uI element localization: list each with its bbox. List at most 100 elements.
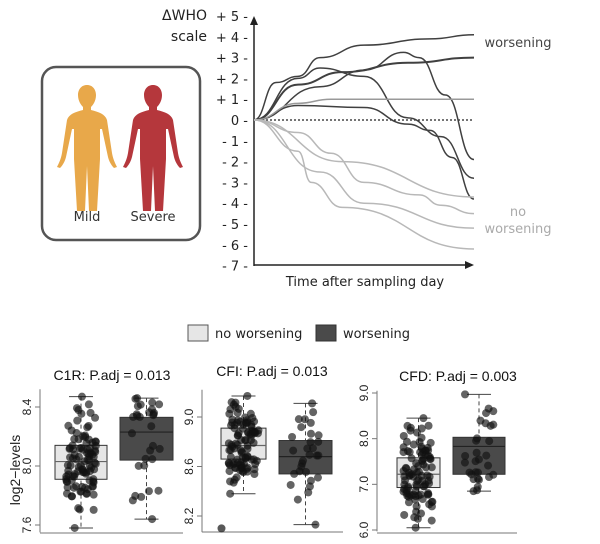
y-tick-label: - 3 - bbox=[222, 176, 248, 191]
no_worsening-line bbox=[253, 119, 475, 229]
data-point bbox=[473, 468, 482, 477]
data-point bbox=[224, 439, 233, 448]
data-point bbox=[402, 486, 411, 495]
y-axis-arrow-icon bbox=[250, 16, 258, 25]
data-point bbox=[426, 455, 435, 464]
neutral-line bbox=[253, 98, 474, 121]
y-tick-label: 8.4 bbox=[20, 398, 34, 415]
y-axis-ticks: + 5 - + 4 - + 3 - + 2 - + 1 - 0 - - 1 - - 2 - - … bbox=[216, 10, 248, 275]
data-point bbox=[148, 398, 157, 407]
no-worsening-annotation-line2: worsening bbox=[484, 222, 551, 237]
data-point bbox=[154, 486, 163, 495]
data-point bbox=[226, 489, 235, 498]
data-point bbox=[252, 456, 261, 465]
data-point bbox=[77, 392, 86, 401]
data-point bbox=[482, 451, 491, 460]
data-point bbox=[297, 423, 306, 432]
boxplots: C1R: P.adj = 0.013 7.6 8.0 8.4 CFI: P.adj = … bbox=[20, 363, 517, 538]
data-point bbox=[225, 446, 234, 455]
patient-panel bbox=[40, 65, 202, 242]
data-point bbox=[405, 448, 414, 457]
data-point bbox=[147, 422, 156, 431]
data-point bbox=[234, 429, 243, 438]
data-point bbox=[149, 411, 158, 420]
outlier-point bbox=[217, 524, 226, 533]
legend-swatch-no-worsening bbox=[187, 324, 209, 342]
data-point bbox=[484, 461, 493, 470]
data-point bbox=[155, 444, 164, 453]
legend-label-no-worsening: no worsening bbox=[215, 327, 302, 342]
data-point bbox=[305, 482, 314, 491]
y-tick-label: + 5 - bbox=[216, 10, 248, 25]
data-point bbox=[78, 445, 87, 454]
boxplot-cfi: CFI: P.adj = 0.013 8.2 8.6 9.0 bbox=[182, 363, 343, 533]
data-point bbox=[86, 444, 95, 453]
data-point bbox=[424, 421, 433, 430]
data-point bbox=[63, 461, 72, 470]
y-tick-label: 8.2 bbox=[182, 507, 196, 524]
y-tick-label: 8.0 bbox=[357, 430, 371, 447]
worsening-annotation: worsening bbox=[484, 36, 551, 51]
data-point bbox=[473, 486, 482, 495]
data-point bbox=[402, 437, 411, 446]
data-point bbox=[70, 523, 79, 532]
data-point bbox=[236, 446, 245, 455]
data-point bbox=[293, 495, 302, 504]
data-point bbox=[314, 431, 323, 440]
data-point bbox=[311, 520, 320, 529]
data-point bbox=[129, 412, 138, 421]
data-point bbox=[411, 523, 420, 532]
data-point bbox=[306, 418, 315, 427]
data-point bbox=[413, 428, 422, 437]
data-point bbox=[412, 502, 421, 511]
data-point bbox=[485, 437, 494, 446]
boxplot-title: C1R: P.adj = 0.013 bbox=[54, 367, 171, 383]
data-point bbox=[238, 467, 247, 476]
data-point bbox=[473, 474, 482, 483]
data-point bbox=[473, 434, 482, 443]
data-point bbox=[79, 432, 88, 441]
data-point bbox=[419, 414, 428, 423]
data-point bbox=[229, 478, 238, 487]
data-point bbox=[62, 475, 71, 484]
data-point bbox=[89, 490, 98, 499]
data-point bbox=[84, 400, 93, 409]
data-point bbox=[286, 480, 295, 489]
data-point bbox=[300, 415, 309, 424]
no_worsening-line bbox=[253, 119, 475, 215]
data-point bbox=[228, 415, 237, 424]
data-point bbox=[295, 467, 304, 476]
boxplot-title: CFI: P.adj = 0.013 bbox=[216, 363, 328, 379]
data-point bbox=[460, 458, 469, 467]
y-axis-label-line1: ΔWHO bbox=[162, 8, 207, 24]
data-point bbox=[83, 456, 92, 465]
y-tick-label: - 6 - bbox=[222, 239, 248, 254]
no_worsening-line bbox=[253, 119, 475, 250]
data-point bbox=[417, 433, 426, 442]
y-tick-label: + 3 - bbox=[216, 52, 248, 67]
data-point bbox=[461, 451, 470, 460]
data-point bbox=[409, 440, 418, 449]
data-point bbox=[313, 473, 322, 482]
y-tick-label: 0 - bbox=[231, 114, 248, 129]
data-point bbox=[299, 456, 308, 465]
data-point bbox=[91, 413, 100, 422]
data-point bbox=[148, 515, 157, 524]
data-point bbox=[314, 451, 323, 460]
data-point bbox=[148, 455, 157, 464]
y-axis-label-line2: scale bbox=[171, 29, 207, 45]
y-tick-label: 9.0 bbox=[182, 408, 196, 425]
data-point bbox=[246, 409, 255, 418]
data-point bbox=[243, 453, 252, 462]
data-point bbox=[314, 437, 323, 446]
data-point bbox=[294, 415, 303, 424]
data-point bbox=[85, 476, 94, 485]
data-point bbox=[404, 498, 413, 507]
data-point bbox=[401, 463, 410, 472]
data-point bbox=[243, 391, 252, 400]
data-point bbox=[135, 412, 144, 421]
data-point bbox=[89, 505, 98, 514]
y-tick-label: - 5 - bbox=[222, 218, 248, 233]
boxplot-c1r: C1R: P.adj = 0.013 7.6 8.0 8.4 bbox=[20, 367, 183, 534]
data-point bbox=[303, 444, 312, 453]
